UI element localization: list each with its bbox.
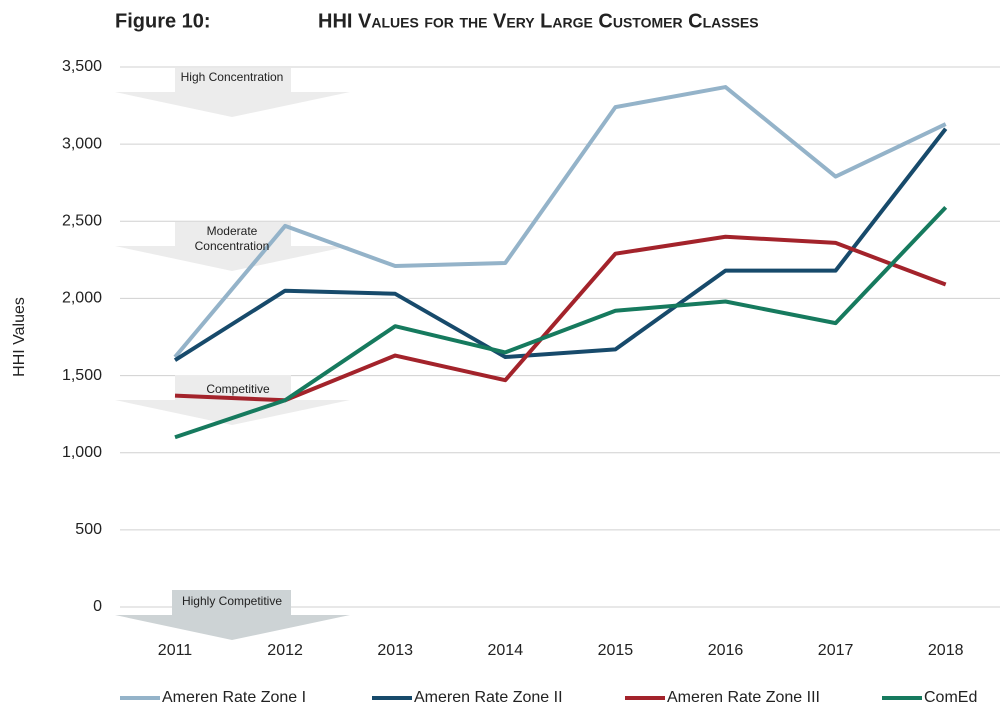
line-series xyxy=(174,234,947,403)
line-series xyxy=(174,206,948,440)
x-tick-label: 2014 xyxy=(488,642,524,659)
annotation: High Concentration xyxy=(180,70,284,84)
y-tick-label: 500 xyxy=(75,521,102,538)
chart-title: HHI Values for the Very Large Customer C… xyxy=(318,10,759,32)
grid xyxy=(120,66,1000,608)
figure-label: Figure 10: xyxy=(115,10,211,32)
line-series xyxy=(173,127,948,362)
x-tick-label: 2013 xyxy=(377,642,413,659)
y-tick-label: 0 xyxy=(93,598,102,615)
y-tick-label: 2,000 xyxy=(62,290,102,307)
x-tick-label: 2015 xyxy=(598,642,634,659)
annotation: Moderate Concentration xyxy=(194,224,270,253)
x-tick-label: 2017 xyxy=(818,642,854,659)
x-tick-label: 2012 xyxy=(267,642,303,659)
y-axis-label: HHI Values xyxy=(11,297,28,377)
legend-label: Ameren Rate Zone II xyxy=(414,689,563,706)
annotation: Competitive xyxy=(206,382,270,396)
arrow xyxy=(115,222,350,271)
line-series xyxy=(173,85,947,359)
y-tick-label: 1,000 xyxy=(62,444,102,461)
y-tick-label: 3,500 xyxy=(62,58,102,75)
y-tick-label: 1,500 xyxy=(62,367,102,384)
y-tick-label: 3,000 xyxy=(62,135,102,152)
legend-label: Ameren Rate Zone III xyxy=(667,689,820,706)
legend-label: Ameren Rate Zone I xyxy=(162,689,306,706)
x-tick-label: 2016 xyxy=(708,642,744,659)
x-tick-label: 2018 xyxy=(928,642,964,659)
x-tick-label: 2011 xyxy=(158,642,193,659)
arrow xyxy=(115,590,350,640)
y-tick-label: 2,500 xyxy=(62,213,102,230)
annotation: Highly Competitive xyxy=(181,594,283,608)
arrow xyxy=(115,68,350,117)
legend-label: ComEd xyxy=(924,689,977,706)
annotation-arrows xyxy=(115,68,350,640)
